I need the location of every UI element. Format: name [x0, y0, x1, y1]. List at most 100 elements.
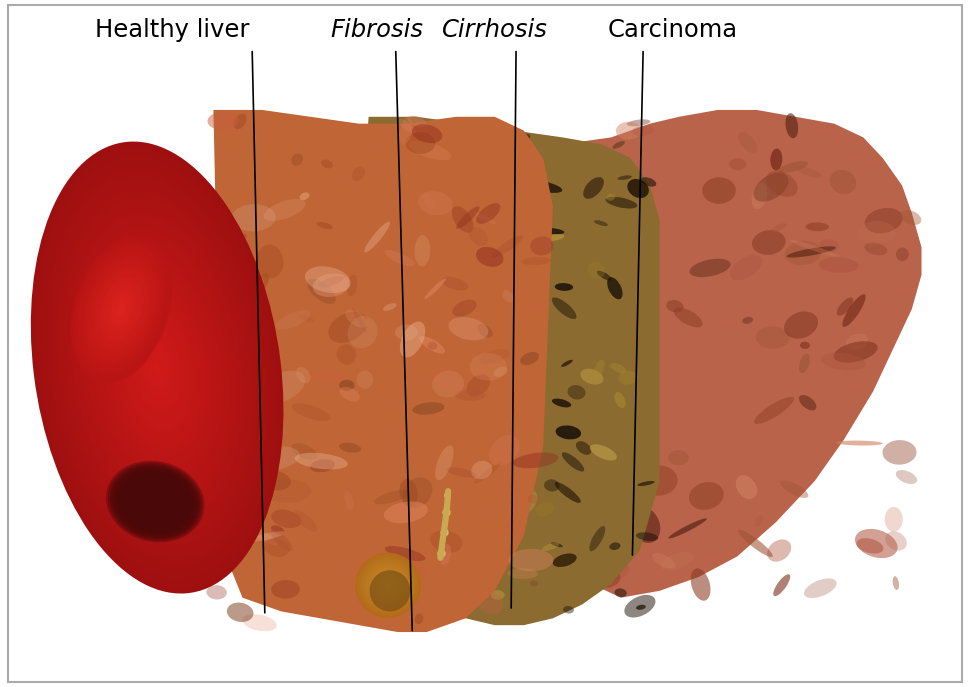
Ellipse shape [735, 475, 757, 499]
Ellipse shape [211, 394, 241, 404]
Ellipse shape [513, 453, 558, 469]
Ellipse shape [206, 585, 227, 600]
Ellipse shape [589, 526, 605, 551]
Ellipse shape [85, 257, 157, 361]
Ellipse shape [386, 584, 390, 587]
Ellipse shape [378, 576, 397, 595]
Ellipse shape [127, 313, 187, 422]
Ellipse shape [62, 198, 252, 537]
Ellipse shape [468, 227, 487, 246]
Ellipse shape [147, 350, 167, 385]
Ellipse shape [374, 572, 401, 599]
Ellipse shape [35, 149, 279, 586]
Ellipse shape [753, 172, 788, 202]
Ellipse shape [490, 590, 504, 600]
Ellipse shape [115, 469, 195, 534]
Ellipse shape [522, 190, 529, 194]
Ellipse shape [631, 126, 653, 136]
Ellipse shape [344, 491, 354, 510]
Ellipse shape [605, 197, 637, 209]
Ellipse shape [106, 275, 208, 460]
Ellipse shape [753, 397, 793, 424]
Ellipse shape [131, 320, 183, 415]
Ellipse shape [397, 119, 416, 133]
Ellipse shape [507, 568, 538, 579]
Ellipse shape [751, 230, 785, 255]
Ellipse shape [598, 462, 620, 478]
Ellipse shape [61, 196, 253, 539]
Ellipse shape [382, 574, 396, 583]
Ellipse shape [117, 471, 193, 532]
Ellipse shape [275, 310, 310, 330]
Ellipse shape [296, 367, 310, 383]
Ellipse shape [414, 235, 430, 267]
Ellipse shape [73, 217, 241, 518]
Ellipse shape [77, 244, 166, 374]
Ellipse shape [141, 490, 169, 513]
Ellipse shape [156, 365, 158, 370]
Ellipse shape [107, 289, 136, 330]
Ellipse shape [247, 333, 276, 344]
Ellipse shape [141, 337, 173, 398]
Ellipse shape [617, 370, 637, 385]
Ellipse shape [604, 515, 640, 543]
Ellipse shape [856, 538, 883, 554]
Ellipse shape [58, 190, 256, 545]
Ellipse shape [508, 549, 553, 571]
Polygon shape [543, 110, 921, 598]
Ellipse shape [87, 243, 227, 492]
Ellipse shape [135, 328, 179, 407]
Ellipse shape [33, 146, 281, 589]
Ellipse shape [668, 518, 706, 539]
Ellipse shape [117, 304, 125, 315]
Ellipse shape [68, 207, 246, 528]
Ellipse shape [112, 296, 130, 322]
Ellipse shape [479, 349, 510, 364]
Ellipse shape [376, 574, 399, 597]
Ellipse shape [440, 544, 451, 565]
Ellipse shape [402, 477, 432, 508]
Ellipse shape [136, 330, 178, 405]
Ellipse shape [53, 181, 261, 554]
Ellipse shape [673, 308, 702, 328]
Ellipse shape [434, 245, 456, 264]
Ellipse shape [784, 241, 821, 265]
Ellipse shape [111, 466, 199, 537]
Ellipse shape [571, 271, 596, 287]
Ellipse shape [248, 447, 299, 471]
Ellipse shape [482, 254, 500, 264]
Ellipse shape [375, 573, 400, 598]
Ellipse shape [41, 159, 273, 576]
Ellipse shape [31, 142, 283, 594]
Ellipse shape [49, 175, 265, 560]
Ellipse shape [92, 251, 222, 484]
Ellipse shape [75, 221, 239, 515]
Ellipse shape [129, 317, 185, 418]
Ellipse shape [36, 151, 278, 584]
Ellipse shape [86, 241, 228, 494]
Ellipse shape [477, 592, 503, 614]
Ellipse shape [411, 307, 416, 334]
Ellipse shape [399, 117, 412, 145]
Ellipse shape [136, 485, 174, 518]
Ellipse shape [34, 147, 280, 588]
Ellipse shape [119, 300, 195, 436]
Ellipse shape [446, 229, 470, 239]
Ellipse shape [617, 175, 631, 180]
Ellipse shape [82, 234, 232, 502]
Ellipse shape [100, 266, 214, 469]
Ellipse shape [107, 277, 207, 458]
Ellipse shape [412, 124, 442, 143]
Ellipse shape [589, 444, 616, 460]
Ellipse shape [688, 482, 723, 510]
Ellipse shape [91, 249, 223, 486]
Ellipse shape [359, 556, 417, 614]
Ellipse shape [550, 543, 562, 548]
Ellipse shape [435, 445, 453, 480]
Ellipse shape [316, 222, 332, 229]
Ellipse shape [474, 464, 500, 484]
Ellipse shape [336, 344, 356, 365]
Ellipse shape [425, 306, 438, 324]
Ellipse shape [113, 298, 129, 320]
Ellipse shape [452, 206, 473, 233]
